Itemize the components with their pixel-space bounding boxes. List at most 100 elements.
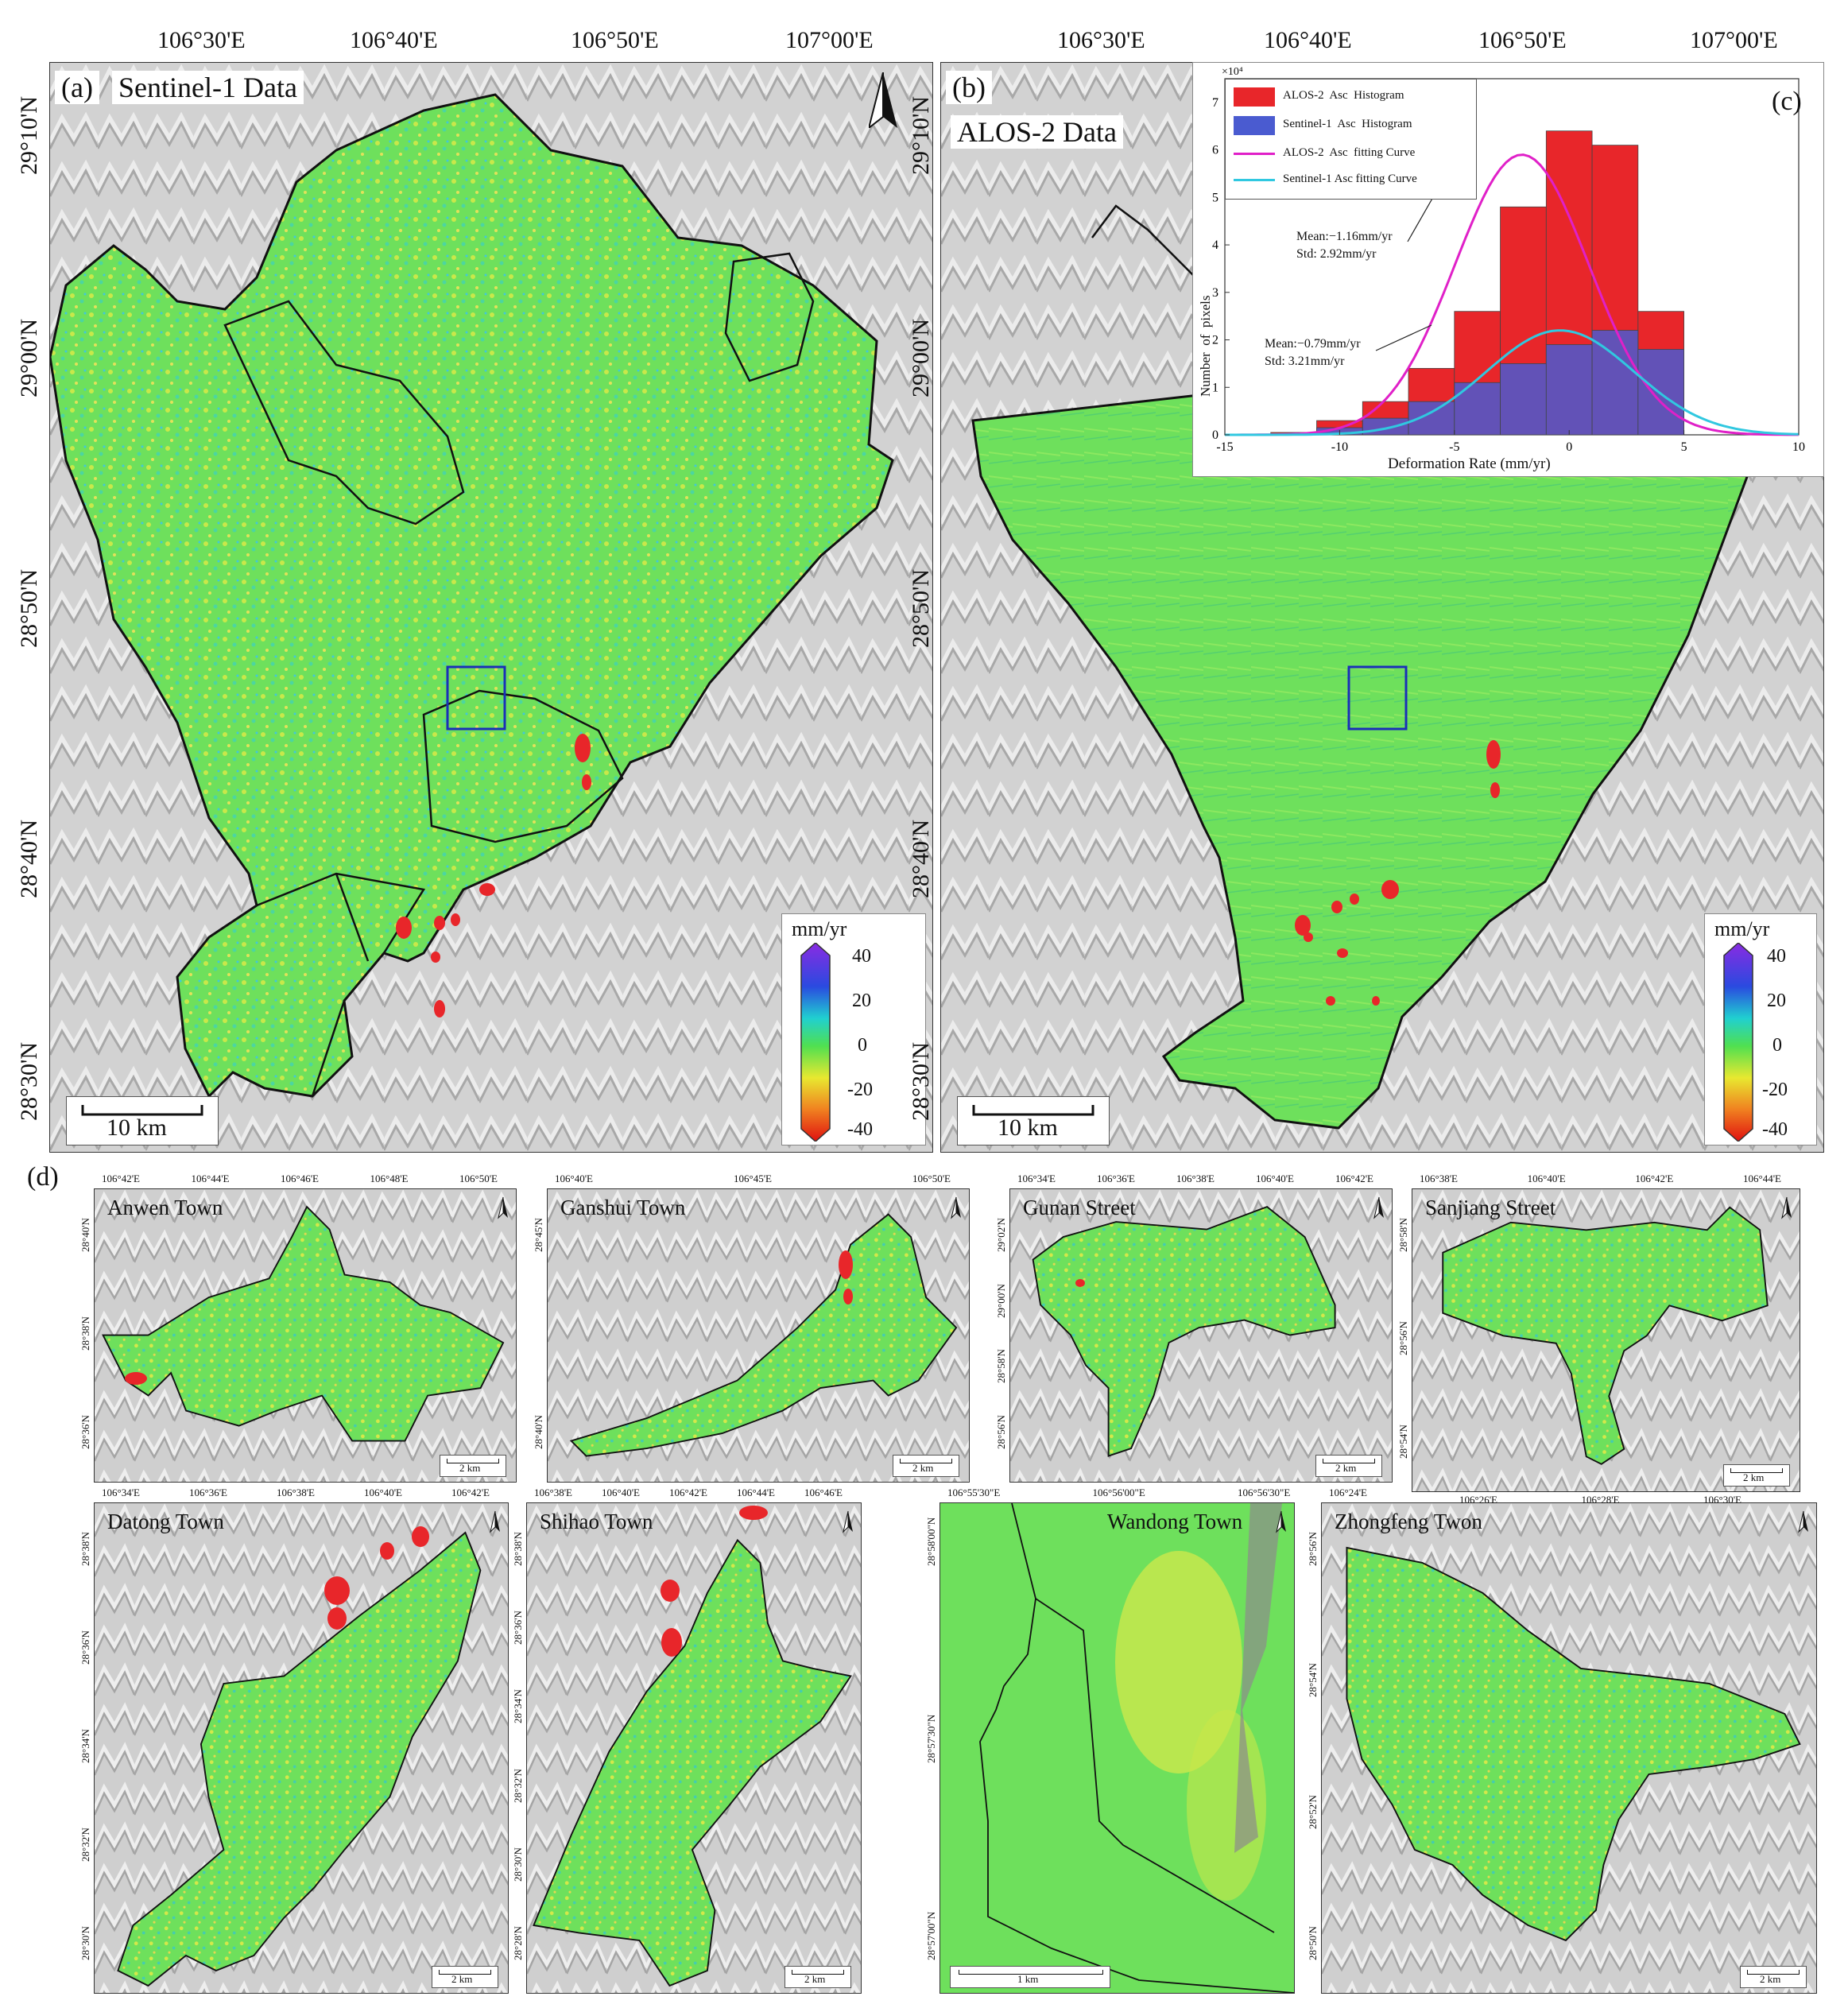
town-0-xtick-4: 106°50'E [459, 1173, 498, 1184]
north-arrow-icon [498, 1196, 508, 1219]
hist-ytick-0: 7 [1212, 96, 1218, 110]
town-2-xtick-4: 106°42'E [1335, 1173, 1373, 1184]
town-panel-5: Shihao Town 2 km [526, 1502, 862, 1994]
town-panel-3: Sanjiang Street 2 km [1412, 1188, 1800, 1492]
town-6-xtick-1: 106°56'00"E [1092, 1487, 1145, 1498]
s1-bar-5 [1500, 362, 1547, 436]
town-title-6: Wandong Town [1107, 1510, 1243, 1533]
town-4-xtick-4: 106°42'E [451, 1487, 490, 1498]
town-0-xtick-1: 106°44'E [191, 1173, 230, 1184]
panel-c-histogram: -15 -10 -5 0 5 10 7 6 5 4 3 2 1 0 (c) ×10⁴ Number of … [1192, 62, 1824, 477]
town-7-xtick-0: 106°24'E [1329, 1487, 1367, 1498]
b-ytick-2: 28°50'N [908, 568, 934, 648]
town-panel-0: Anwen Town 2 km [94, 1188, 517, 1483]
town-4-ytick-3: 28°32'N [79, 1828, 91, 1862]
panel-a-map: (a) Sentinel-1 Data 10 km mm/yr 40 20 0 … [49, 62, 933, 1153]
town-scale-2: 2 km [1315, 1455, 1382, 1477]
town-2-ytick-1: 29°00'N [995, 1283, 1007, 1318]
hist-ytick-7: 0 [1212, 428, 1218, 442]
town-3-xtick-0: 106°38'E [1420, 1173, 1458, 1184]
town-0-xtick-3: 106°48'E [370, 1173, 409, 1184]
panel-a-letter: (a) [55, 71, 99, 104]
town-3-xtick-bottom-0: 106°26'E [1459, 1494, 1497, 1506]
town-0-ytick-1: 28°38'N [79, 1316, 91, 1351]
hist-xtick-2: -5 [1449, 440, 1459, 454]
town-2-ytick-3: 28°56'N [995, 1415, 1007, 1449]
town-1-xtick-2: 106°50'E [912, 1173, 951, 1184]
panel-a-scale: 10 km [66, 1096, 219, 1145]
a-ytick-2: 28°50'N [16, 568, 42, 648]
town-2-ytick-0: 29°02'N [995, 1218, 1007, 1252]
town-5-xtick-0: 106°38'E [534, 1487, 572, 1498]
town-0-xtick-0: 106°42'E [102, 1173, 140, 1184]
town-4-xtick-3: 106°40'E [364, 1487, 402, 1498]
town-5-xtick-2: 106°42'E [669, 1487, 707, 1498]
annotation-alos-std: Std: 2.92mm/yr [1296, 247, 1377, 261]
town-panel-4: Datong Town 2 km [94, 1502, 509, 1994]
town-title-0: Anwen Town [107, 1196, 223, 1219]
hist-ytick-5: 2 [1212, 334, 1218, 347]
town-5-ytick-2: 28°34'N [512, 1689, 524, 1724]
b-xtick-2: 106°50'E [1478, 27, 1567, 53]
town-1-ytick-0: 28°45'N [533, 1218, 544, 1252]
town-5-ytick-1: 28°36'N [512, 1611, 524, 1646]
town-3-xtick-1: 106°40'E [1527, 1173, 1566, 1184]
a-xtick-0: 106°30'E [157, 27, 246, 53]
town-0-ytick-0: 28°40'N [79, 1218, 91, 1252]
panel-b-coverage [971, 347, 1794, 1130]
town-panel-1: Ganshui Town 2 km [547, 1188, 970, 1483]
town-title-7: Zhongfeng Twon [1335, 1510, 1482, 1533]
panel-a-cb-tick-2: 0 [858, 1035, 867, 1056]
town-4-xtick-1: 106°36'E [189, 1487, 227, 1498]
town-scale-label-7: 2 km [1760, 1973, 1781, 1985]
panel-c-letter: (c) [1772, 87, 1802, 116]
panel-c-legend: ALOS-2 Asc Histogram Sentinel-1 Asc Hist… [1225, 79, 1477, 200]
panel-b-cb-tick-1: 20 [1767, 990, 1786, 1011]
panel-b-focus-box [1347, 665, 1408, 731]
town-scale-label-3: 2 km [1743, 1471, 1765, 1483]
panel-a-cb-tick-3: -20 [847, 1080, 873, 1100]
town-2-xtick-0: 106°34'E [1017, 1173, 1056, 1184]
panel-c-exponent: ×10⁴ [1222, 66, 1243, 78]
hist-xtick-4: 5 [1681, 440, 1687, 454]
town-3-xtick-bottom-2: 106°30'E [1703, 1494, 1741, 1506]
b-xtick-3: 107°00'E [1690, 27, 1778, 53]
panel-a-colorbar-unit: mm/yr [792, 917, 847, 940]
b-xtick-0: 106°30'E [1057, 27, 1145, 53]
hist-xtick-5: 10 [1792, 440, 1805, 454]
town-scale-label-2: 2 km [1335, 1462, 1357, 1474]
b-xtick-1: 106°40'E [1264, 27, 1352, 53]
hist-ytick-6: 1 [1212, 381, 1218, 394]
panel-b-cb-tick-2: 0 [1772, 1035, 1782, 1056]
town-3-xtick-3: 106°44'E [1743, 1173, 1781, 1184]
panel-a-cb-tick-0: 40 [852, 946, 871, 967]
town-3-ytick-1: 28°56'N [1397, 1321, 1409, 1355]
town-2-ytick-2: 28°58'N [995, 1349, 1007, 1384]
town-0-ytick-2: 28°36'N [79, 1415, 91, 1449]
town-scale-6: 1 km [950, 1966, 1110, 1988]
town-panel-6: Wandong Town 1 km [939, 1502, 1295, 1994]
town-4-ytick-0: 28°38'N [79, 1532, 91, 1566]
legend-s1-curve-label: Sentinel-1 Asc fitting Curve [1283, 173, 1417, 185]
panel-a-cb-tick-1: 20 [852, 990, 871, 1011]
town-6-xtick-0: 106°55'30"E [947, 1487, 1001, 1498]
panel-d-letter: (d) [27, 1162, 59, 1192]
town-4-xtick-2: 106°38'E [277, 1487, 315, 1498]
town-panel-2: Gunan Street 2 km [1009, 1188, 1393, 1483]
north-arrow-icon [1781, 1196, 1792, 1219]
legend-s1-hist-swatch [1234, 116, 1275, 135]
town-5-ytick-4: 28°30'N [512, 1847, 524, 1882]
town-7-ytick-3: 28°50'N [1307, 1926, 1319, 1960]
town-title-4: Datong Town [107, 1510, 224, 1533]
town-1-xtick-1: 106°45'E [734, 1173, 772, 1184]
a-ytick-3: 28°40'N [16, 819, 42, 898]
hist-ytick-3: 4 [1212, 238, 1218, 252]
panel-a-cb-tick-4: -40 [847, 1119, 873, 1140]
town-4-ytick-2: 28°34'N [79, 1729, 91, 1763]
town-6-ytick-0: 28°58'00"N [925, 1517, 937, 1566]
a-ytick-4: 28°30'N [16, 1041, 42, 1121]
panel-a-title: Sentinel-1 Data [112, 71, 304, 104]
a-xtick-3: 107°00'E [785, 27, 874, 53]
town-5-xtick-1: 106°40'E [602, 1487, 640, 1498]
legend-alos-curve-swatch [1234, 153, 1275, 155]
